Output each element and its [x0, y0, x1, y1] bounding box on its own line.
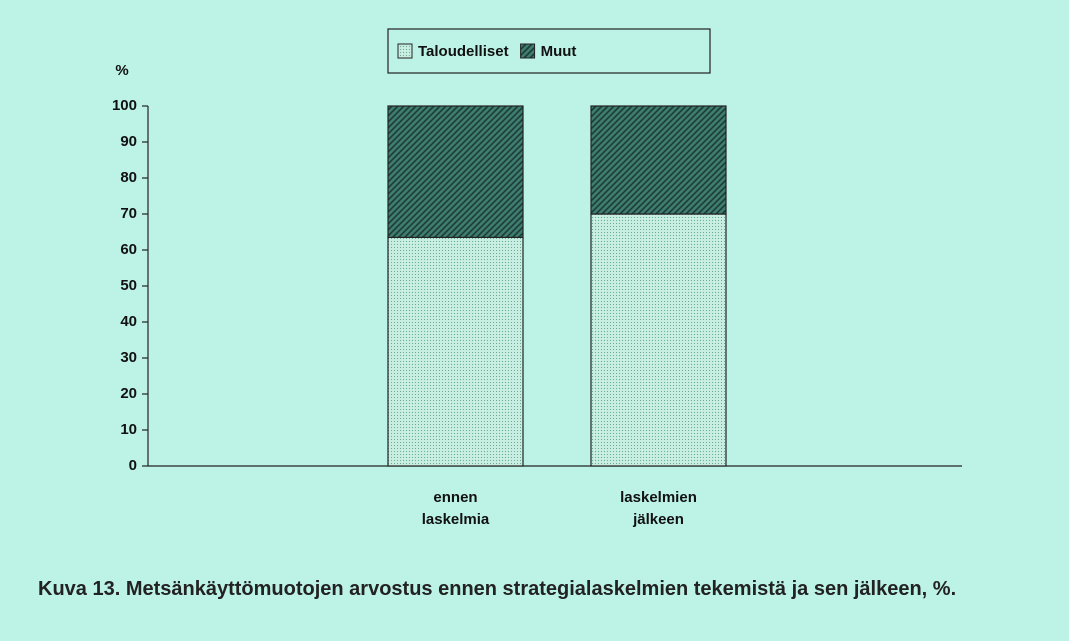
- legend-label: Taloudelliset: [418, 43, 509, 60]
- legend-label: Muut: [541, 43, 577, 60]
- bar-segment: [590, 213, 727, 467]
- y-tick-label: 90: [120, 133, 137, 150]
- legend-swatch: [520, 43, 536, 59]
- y-tick-label: 10: [120, 421, 137, 438]
- x-tick-label: laskelmien jälkeen: [620, 489, 697, 528]
- y-tick-label: 0: [129, 457, 137, 474]
- y-tick-label: 60: [120, 241, 137, 258]
- bar-segment: [387, 236, 524, 467]
- y-tick-label: 70: [120, 205, 137, 222]
- legend-box: [387, 28, 711, 74]
- bar-segment: [387, 105, 524, 238]
- y-tick-label: 30: [120, 349, 137, 366]
- caption: Kuva 13. Metsänkäyttömuotojen arvostus e…: [38, 578, 957, 600]
- y-tick-label: 20: [120, 385, 137, 402]
- y-tick-label: 40: [120, 313, 137, 330]
- legend-swatch: [397, 43, 413, 59]
- x-tick-label: ennen laskelmia: [421, 489, 490, 528]
- y-tick-label: 50: [120, 277, 137, 294]
- y-tick-label: 80: [120, 169, 137, 186]
- bar-segment: [590, 105, 727, 215]
- y-tick-label: 100: [112, 97, 137, 114]
- y-axis-label: %: [115, 62, 128, 79]
